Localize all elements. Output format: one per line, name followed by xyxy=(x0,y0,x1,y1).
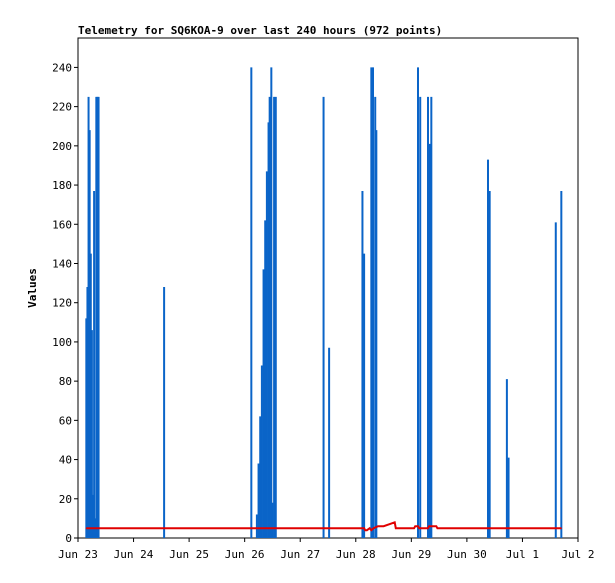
red-series-point xyxy=(363,527,365,529)
y-axis-label: Values xyxy=(26,268,39,308)
red-series-point xyxy=(414,525,416,527)
red-series-point xyxy=(369,527,371,529)
y-tick-label: 160 xyxy=(52,218,72,231)
y-tick-label: 200 xyxy=(52,140,72,153)
y-tick-label: 80 xyxy=(59,375,72,388)
y-tick-label: 180 xyxy=(52,179,72,192)
x-tick-label: Jun 23 xyxy=(58,548,98,561)
red-series-point xyxy=(417,525,419,527)
x-tick-label: Jul 2 xyxy=(561,548,594,561)
x-tick-label: Jul 1 xyxy=(506,548,539,561)
y-tick-label: 100 xyxy=(52,336,72,349)
y-tick-label: 40 xyxy=(59,454,72,467)
plot-frame xyxy=(77,37,579,539)
y-tick-label: 0 xyxy=(65,532,72,545)
x-tick-label: Jun 29 xyxy=(391,548,431,561)
red-series-point xyxy=(395,527,397,529)
red-series-point xyxy=(85,527,87,529)
y-tick-label: 220 xyxy=(52,101,72,114)
red-series-point xyxy=(428,525,430,527)
red-series-point xyxy=(560,527,562,529)
red-series-point xyxy=(366,529,368,531)
y-tick-label: 140 xyxy=(52,257,72,270)
x-tick-label: Jun 28 xyxy=(336,548,376,561)
x-tick-label: Jun 30 xyxy=(447,548,487,561)
red-series-point xyxy=(427,527,429,529)
x-tick-label: Jun 26 xyxy=(225,548,265,561)
x-tick-label: Jun 27 xyxy=(280,548,320,561)
red-series-point xyxy=(413,527,415,529)
x-tick-label: Jun 24 xyxy=(114,548,154,561)
red-series-point xyxy=(372,527,375,529)
red-series-point xyxy=(418,527,420,529)
x-tick-label: Jun 25 xyxy=(169,548,209,561)
red-series-point xyxy=(382,525,385,527)
red-series-point xyxy=(394,521,396,523)
red-series-point xyxy=(370,529,372,531)
y-tick-label: 60 xyxy=(59,414,72,427)
y-tick-label: 120 xyxy=(52,297,72,310)
red-series-point xyxy=(436,527,439,529)
y-tick-label: 20 xyxy=(59,493,72,506)
red-series-point xyxy=(435,525,437,527)
red-series-point xyxy=(388,523,390,525)
chart-title: Telemetry for SQ6KOA-9 over last 240 hou… xyxy=(78,24,442,37)
red-series-point xyxy=(364,529,366,531)
red-series-point xyxy=(377,525,379,527)
y-tick-label: 240 xyxy=(52,61,72,74)
